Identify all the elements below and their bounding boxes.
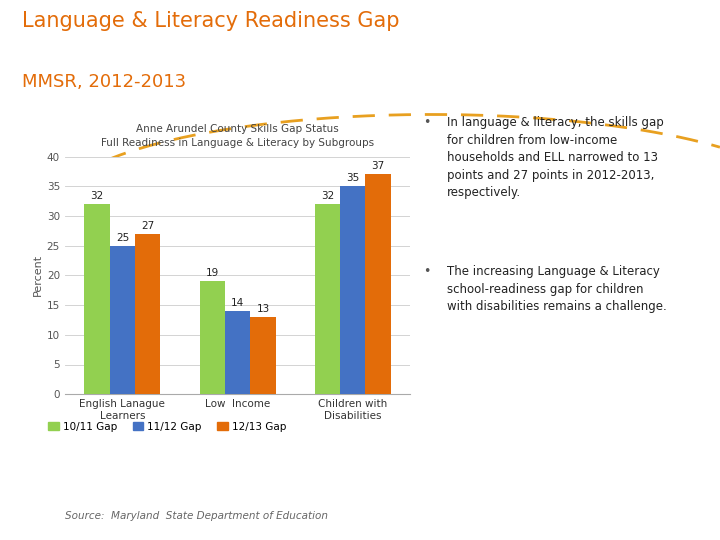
Text: •: • xyxy=(423,117,431,130)
Text: 32: 32 xyxy=(91,191,104,201)
Bar xyxy=(366,174,391,394)
Text: 37: 37 xyxy=(372,161,384,172)
Text: In language & literacy, the skills gap
for children from low-income
households a: In language & literacy, the skills gap f… xyxy=(447,117,664,199)
Bar xyxy=(315,204,340,394)
Text: 14: 14 xyxy=(231,298,244,308)
Text: 32: 32 xyxy=(321,191,334,201)
Text: 25: 25 xyxy=(116,233,129,243)
Text: 13: 13 xyxy=(256,304,269,314)
Text: 27: 27 xyxy=(141,221,154,231)
Text: 19: 19 xyxy=(206,268,219,279)
Bar xyxy=(199,281,225,394)
Y-axis label: Percent: Percent xyxy=(32,254,42,296)
Text: The increasing Language & Literacy
school-readiness gap for children
with disabi: The increasing Language & Literacy schoo… xyxy=(447,265,667,313)
Text: Language & Literacy Readiness Gap: Language & Literacy Readiness Gap xyxy=(22,11,399,31)
Bar xyxy=(135,234,161,394)
Text: Anne Arundel County Skills Gap Status
Full Readiness in Language & Literacy by S: Anne Arundel County Skills Gap Status Fu… xyxy=(101,124,374,148)
Bar xyxy=(340,186,366,394)
Text: Source:  Maryland  State Department of Education: Source: Maryland State Department of Edu… xyxy=(65,511,328,521)
Bar xyxy=(251,317,276,394)
Bar xyxy=(109,246,135,394)
Bar xyxy=(84,204,109,394)
Bar xyxy=(225,311,251,394)
Text: 35: 35 xyxy=(346,173,359,184)
Text: •: • xyxy=(423,265,431,278)
Text: MMSR, 2012-2013: MMSR, 2012-2013 xyxy=(22,72,186,91)
Legend: 10/11 Gap, 11/12 Gap, 12/13 Gap: 10/11 Gap, 11/12 Gap, 12/13 Gap xyxy=(48,422,287,431)
